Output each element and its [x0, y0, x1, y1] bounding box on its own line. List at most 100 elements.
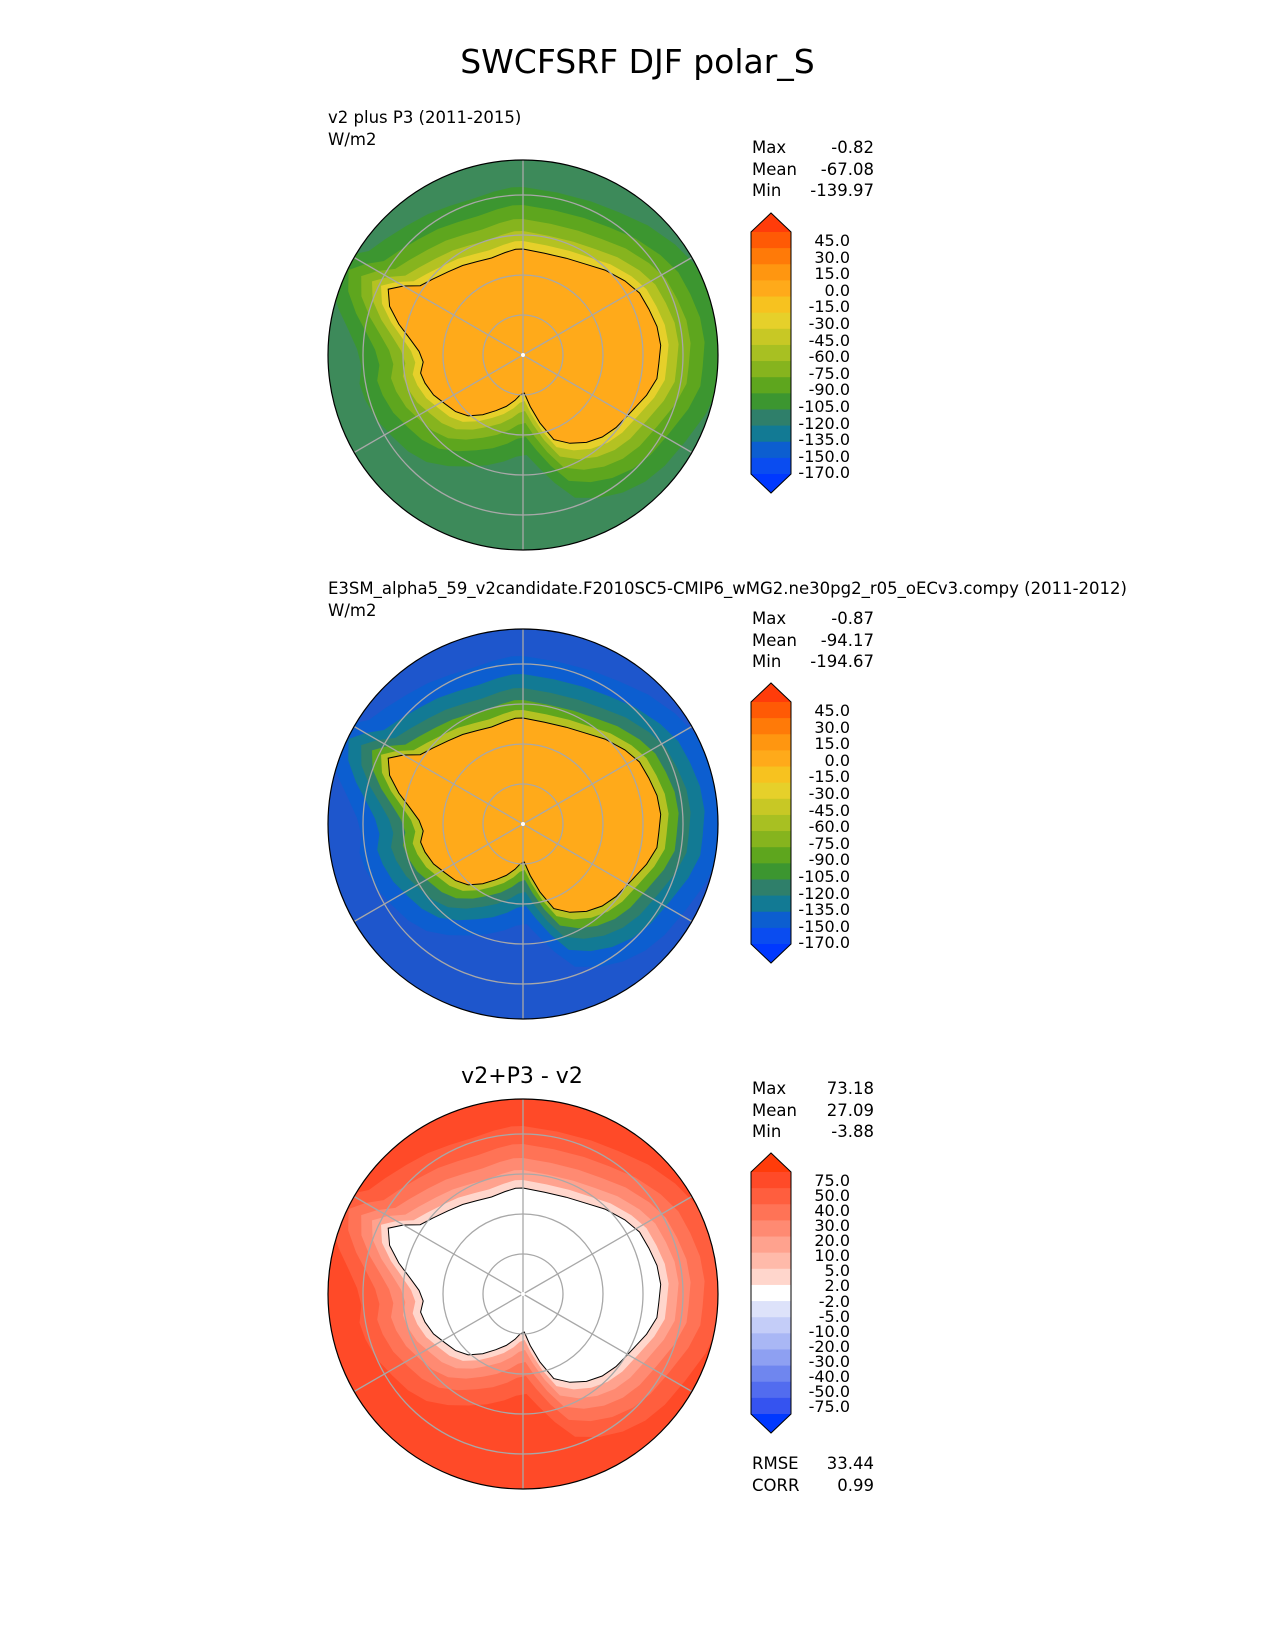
colorbar-segment: [751, 1172, 791, 1189]
colorbar-segment: [751, 718, 791, 735]
panel-3-extra-stats: RMSE 33.44 CORR 0.99: [752, 1453, 874, 1496]
colorbar-segment: [751, 1268, 791, 1286]
colorbar-extend-min: [751, 944, 791, 963]
colorbar-tick-label: 10.0: [814, 1246, 850, 1266]
stat-mean-value: -67.08: [820, 159, 874, 179]
colorbar-outline: [750, 1152, 792, 1434]
colorbar-tick-label: -75.0: [808, 1396, 850, 1416]
colorbar-segment: [751, 441, 791, 459]
colorbar-segment: [751, 1220, 791, 1238]
colorbar-tick-label: -30.0: [808, 1351, 850, 1371]
colorbar-segment: [751, 1349, 791, 1367]
stat-min-value: -3.88: [831, 1122, 874, 1141]
panel-2-stats: Max -0.87 Mean -94.17 Min -194.67: [752, 608, 874, 673]
colorbar-tick-label: 5.0: [824, 1261, 850, 1281]
stat-min-label: Min: [752, 181, 782, 200]
meridian-line: [353, 1293, 524, 1393]
stat-mean-label: Mean: [752, 159, 797, 179]
panel-2-title: E3SM_alpha5_59_v2candidate.F2010SC5-CMIP…: [328, 579, 1127, 598]
colorbar-segment: [751, 425, 791, 443]
stat-rmse-value: 33.44: [826, 1454, 874, 1473]
colorbar-segment: [751, 248, 791, 265]
colorbar-tick-label: -75.0: [808, 363, 850, 383]
colorbar-segment: [751, 280, 791, 298]
colorbar-segment: [751, 750, 791, 768]
panel-3-stats: Max 73.18 Mean 27.09 Min -3.88: [752, 1078, 874, 1143]
colorbar-segment: [751, 264, 791, 281]
stat-mean-value: -94.17: [820, 630, 874, 650]
colorbar-tick-label: -50.0: [808, 1381, 850, 1401]
panel-3-colorbar: [750, 1152, 792, 1434]
meridian-line: [522, 823, 693, 923]
colorbar-tick-label: 30.0: [814, 247, 850, 267]
colorbar-tick-label: -2.0: [818, 1291, 850, 1311]
colorbar-segment: [751, 1397, 791, 1415]
stat-mean-label: Mean: [752, 630, 797, 650]
colorbar-tick-label: -60.0: [808, 347, 850, 367]
colorbar-tick-label: -150.0: [798, 916, 850, 936]
colorbar-segment: [751, 702, 791, 719]
stat-min-value: -194.67: [810, 652, 874, 671]
colorbar-tick-label: -105.0: [798, 396, 850, 416]
meridian-line: [522, 354, 693, 454]
colorbar-tick-label: -135.0: [798, 430, 850, 450]
colorbar-segment: [751, 766, 791, 784]
colorbar-segment: [751, 393, 791, 410]
colorbar-outline: [750, 212, 792, 494]
colorbar-segment: [751, 927, 791, 945]
colorbar-tick-label: 20.0: [814, 1231, 850, 1251]
meridian-line: [522, 256, 693, 356]
stat-corr-value: 0.99: [837, 1475, 874, 1495]
colorbar-tick-label: -15.0: [808, 767, 850, 787]
panel-1-colorbar: [750, 212, 792, 494]
colorbar-tick-label: -170.0: [798, 463, 850, 483]
stat-rmse-label: RMSE: [752, 1454, 799, 1473]
colorbar-segment: [751, 361, 791, 378]
meridian-line: [522, 1293, 693, 1393]
stat-corr-label: CORR: [752, 1475, 800, 1495]
colorbar-segment: [751, 1236, 791, 1254]
stat-min-label: Min: [752, 652, 782, 671]
colorbar-segment: [751, 232, 791, 249]
meridian-line: [522, 1195, 693, 1295]
colorbar-segment: [751, 1188, 791, 1205]
panel-3-polar-map: [327, 1098, 719, 1490]
colorbar-segment: [751, 1333, 791, 1350]
colorbar-segment: [751, 296, 791, 314]
colorbar-extend-min: [751, 1414, 791, 1433]
colorbar-segment: [751, 831, 791, 848]
meridian-line: [353, 1195, 524, 1295]
map-boundary: [327, 159, 719, 551]
colorbar-segment: [751, 798, 791, 816]
stat-max-value: -0.82: [831, 138, 874, 157]
stat-max-value: -0.87: [831, 609, 874, 628]
pole-marker: [521, 822, 525, 826]
map-boundary: [327, 1098, 719, 1490]
colorbar-tick-label: -120.0: [798, 883, 850, 903]
meridian-line: [522, 725, 693, 825]
colorbar-tick-label: 50.0: [814, 1186, 850, 1206]
colorbar-tick-label: 15.0: [814, 734, 850, 754]
colorbar-segment: [751, 1204, 791, 1221]
stat-mean-value: 27.09: [826, 1100, 874, 1120]
colorbar-tick-label: 0.0: [824, 750, 850, 770]
colorbar-segment: [751, 377, 791, 394]
colorbar-segment: [751, 1317, 791, 1334]
panel-1-title: v2 plus P3 (2011-2015): [328, 108, 522, 127]
colorbar-extend-max: [751, 1153, 791, 1172]
map-boundary: [327, 628, 719, 1020]
colorbar-tick-label: 45.0: [814, 231, 850, 250]
colorbar-segment: [751, 457, 791, 475]
colorbar-tick-label: -5.0: [818, 1306, 850, 1326]
colorbar-tick-label: 15.0: [814, 264, 850, 284]
panel-1-polar-map: [327, 159, 719, 551]
colorbar-segment: [751, 879, 791, 897]
colorbar-tick-label: -45.0: [808, 800, 850, 820]
colorbar-tick-label: -90.0: [808, 850, 850, 870]
colorbar-tick-label: -45.0: [808, 330, 850, 350]
colorbar-segment: [751, 328, 791, 346]
colorbar-segment: [751, 863, 791, 880]
colorbar-tick-label: -30.0: [808, 313, 850, 333]
colorbar-tick-label: 2.0: [824, 1276, 850, 1296]
colorbar-extend-max: [751, 683, 791, 702]
